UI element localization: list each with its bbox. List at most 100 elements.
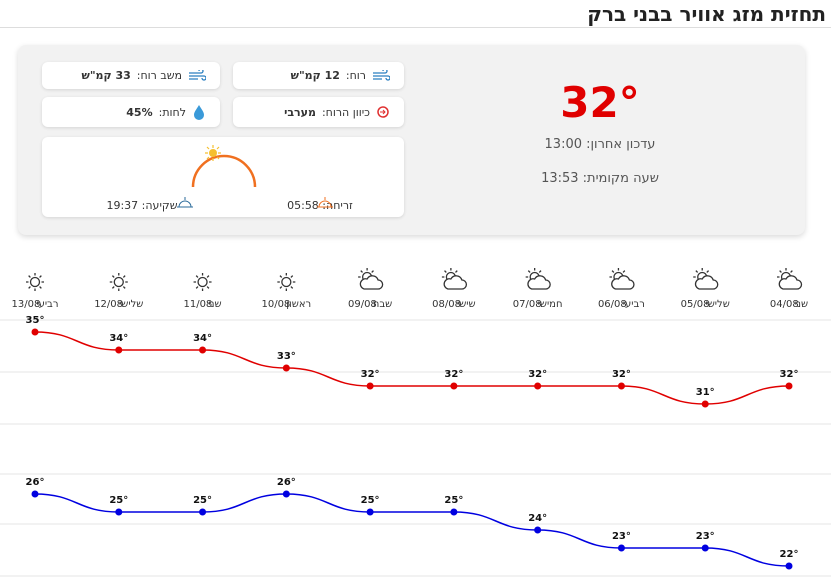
- temp-point: [282, 490, 290, 498]
- updated: עדכון אחרון: 13:00: [544, 137, 656, 152]
- temp-point: [450, 382, 458, 390]
- cloud: [443, 275, 468, 290]
- temp-label: 32°: [361, 369, 380, 380]
- day-label: רביעי06/08: [598, 299, 645, 310]
- humidity-label: לחות:: [158, 105, 186, 119]
- temp-point: [701, 544, 709, 552]
- day-label: רביעי13/08: [12, 299, 59, 310]
- cloud: [527, 275, 551, 290]
- temp-point: [450, 508, 458, 516]
- cloud: [694, 275, 719, 290]
- sun-rays: [109, 273, 128, 291]
- temp-point: [785, 562, 793, 570]
- day-column: רביעי06/08: [598, 268, 645, 310]
- temp-label: 32°: [528, 369, 547, 380]
- temp-label: 34°: [193, 333, 212, 344]
- day-date: 10/08: [261, 299, 290, 310]
- day-name: שלישי: [705, 299, 729, 310]
- forecast-chart: שני04/08שלישי05/08רביעי06/08חמישי07/08שי…: [0, 268, 831, 577]
- temp-label: 25°: [193, 495, 212, 506]
- sun-rays: [26, 273, 44, 291]
- temp-point: [199, 508, 207, 516]
- temp-point: [617, 544, 625, 552]
- temperature: 32°: [560, 78, 640, 127]
- day-column: שני04/08: [770, 268, 808, 310]
- day-date: 06/08: [598, 299, 627, 310]
- cloud: [359, 275, 384, 290]
- day-label: שישי08/08: [432, 299, 475, 310]
- day-label: שלישי12/08: [94, 299, 143, 310]
- cloud: [778, 275, 803, 290]
- day-column: שלישי05/08: [681, 268, 730, 310]
- day-name: רביעי: [36, 299, 58, 310]
- temp-label: 34°: [109, 333, 128, 344]
- humidity-icon: [194, 105, 204, 120]
- temp-label: 32°: [444, 369, 463, 380]
- day-name: ראשון: [286, 299, 311, 310]
- day-date: 05/08: [681, 299, 710, 310]
- direction-icon: [377, 106, 389, 118]
- temp-point: [199, 346, 207, 354]
- local-time: שעה מקומית: 13:53: [541, 171, 659, 186]
- day-name: שישי: [457, 299, 476, 310]
- temp-label: 25°: [444, 495, 463, 506]
- day-column: ראשון10/08: [261, 273, 311, 310]
- temp-label: 25°: [361, 495, 380, 506]
- temp-line: [34, 331, 790, 405]
- sun: [113, 276, 124, 288]
- day-column: שישי08/08: [432, 268, 476, 310]
- temp-line: [34, 493, 790, 567]
- temp-point: [534, 526, 542, 534]
- temp-point: [366, 508, 374, 516]
- day-name: שני: [795, 299, 808, 310]
- gust-box: משב רוח: 33 קמ"ש: [42, 62, 220, 89]
- direction-value: מערבי: [284, 105, 316, 119]
- temp-point: [115, 346, 123, 354]
- day-date: 07/08: [513, 299, 542, 310]
- day-date: 11/08: [183, 299, 212, 310]
- day-label: ראשון10/08: [261, 299, 311, 310]
- temp-point: [366, 382, 374, 390]
- gust-label: משב רוח:: [136, 69, 182, 82]
- temp-point: [115, 508, 123, 516]
- day-name: שלישי: [119, 299, 143, 310]
- temp-point: [534, 382, 542, 390]
- day-column: שלישי12/08: [94, 273, 143, 310]
- temp-label: 32°: [612, 369, 631, 380]
- temp-label: 26°: [277, 477, 296, 488]
- temp-label: 33°: [277, 351, 296, 362]
- page-title: תחזית מזג אוויר בבני ברק: [587, 2, 826, 26]
- wind-value: 12 קמ"ש: [290, 69, 340, 82]
- day-date: 08/08: [432, 299, 461, 310]
- day-column: שני11/08: [183, 273, 222, 310]
- sun-graphic: זריחה: 05:58 שקיעה: 19:37: [106, 145, 353, 212]
- temp-label: 23°: [612, 531, 631, 542]
- day-label: שני04/08: [770, 299, 808, 310]
- wind-label: רוח:: [345, 69, 366, 82]
- humidity-value: 45%: [126, 105, 153, 119]
- day-date: 12/08: [94, 299, 123, 310]
- day-label: שלישי05/08: [681, 299, 730, 310]
- sunset: שקיעה: 19:37: [106, 199, 177, 212]
- day-column: רביעי13/08: [12, 273, 59, 310]
- day-label: שבת09/08: [348, 299, 392, 310]
- temp-point: [31, 490, 39, 498]
- temp-label: 32°: [780, 369, 799, 380]
- gust-value: 33 קמ"ש: [81, 69, 131, 82]
- temp-point: [282, 364, 290, 372]
- direction-label: כיוון הרוח:: [321, 105, 370, 119]
- wind-box: רוח: 12 קמ"ש: [233, 62, 404, 89]
- day-label: חמישי07/08: [513, 299, 563, 310]
- day-date: 13/08: [12, 299, 41, 310]
- divider: [0, 27, 831, 28]
- direction-box: כיוון הרוח: מערבי: [233, 97, 404, 127]
- temp-point: [31, 328, 39, 336]
- sun-rays: [193, 273, 212, 291]
- wind-icon: [373, 69, 390, 81]
- humidity-box: לחות: 45%: [42, 97, 220, 127]
- sun: [197, 276, 208, 288]
- gust-icon: [189, 69, 206, 81]
- cloud: [611, 275, 635, 290]
- day-column: שבת09/08: [348, 268, 392, 310]
